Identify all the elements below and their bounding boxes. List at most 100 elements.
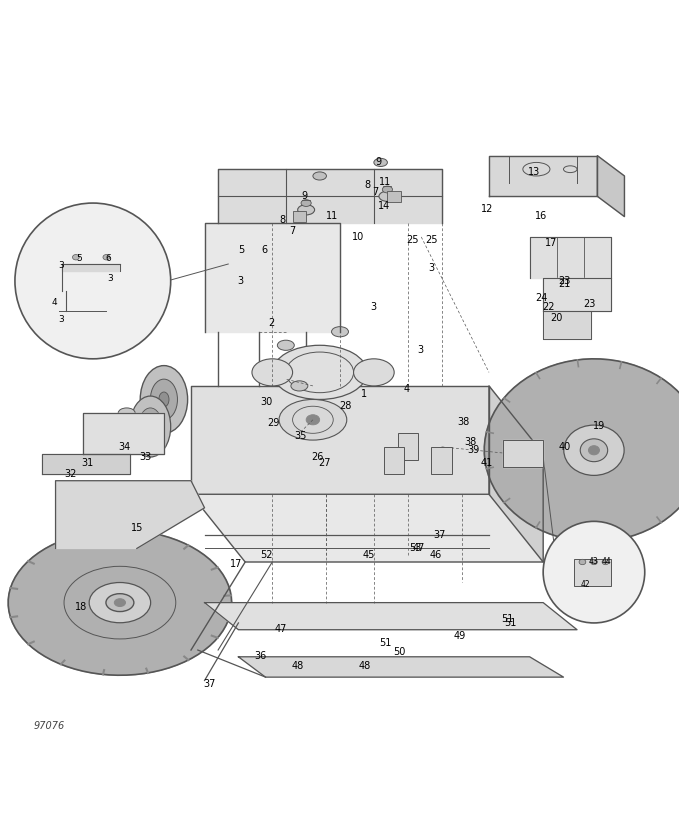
Text: 52: 52 <box>260 549 273 559</box>
Text: 15: 15 <box>131 522 143 532</box>
Text: 25: 25 <box>406 235 419 245</box>
Text: 44: 44 <box>601 557 611 566</box>
Polygon shape <box>597 156 624 218</box>
Text: 20: 20 <box>551 313 563 323</box>
Text: 14: 14 <box>378 201 390 211</box>
Text: 39: 39 <box>467 444 479 454</box>
Text: 19: 19 <box>592 421 605 431</box>
Text: 50: 50 <box>393 647 405 657</box>
Ellipse shape <box>73 256 80 261</box>
Text: 3: 3 <box>237 275 243 285</box>
Text: 7: 7 <box>372 187 378 197</box>
Text: 3: 3 <box>58 261 64 269</box>
Ellipse shape <box>106 594 134 612</box>
Text: 38: 38 <box>457 417 469 427</box>
Polygon shape <box>8 530 232 676</box>
Ellipse shape <box>332 327 348 337</box>
Text: 17: 17 <box>545 238 558 248</box>
Ellipse shape <box>379 192 396 202</box>
Ellipse shape <box>313 173 326 181</box>
Text: 3: 3 <box>417 344 423 354</box>
Text: 12: 12 <box>481 204 493 214</box>
Text: 46: 46 <box>430 549 442 559</box>
Ellipse shape <box>150 380 177 420</box>
Text: 3: 3 <box>58 314 64 323</box>
Text: 18: 18 <box>75 601 88 611</box>
Text: 23: 23 <box>559 275 571 285</box>
Polygon shape <box>239 657 564 677</box>
Ellipse shape <box>139 409 163 446</box>
Text: 6: 6 <box>105 253 112 262</box>
Text: 13: 13 <box>528 166 541 176</box>
Ellipse shape <box>279 400 347 441</box>
Text: 16: 16 <box>535 211 547 221</box>
Bar <box>384 447 405 475</box>
Text: 8: 8 <box>364 180 370 190</box>
Text: 9: 9 <box>375 157 381 167</box>
Text: 28: 28 <box>339 400 352 410</box>
Text: 51: 51 <box>379 637 392 647</box>
Bar <box>388 192 401 203</box>
Polygon shape <box>205 603 577 630</box>
Bar <box>292 212 306 222</box>
Text: 7: 7 <box>290 226 296 236</box>
Polygon shape <box>42 454 130 475</box>
Polygon shape <box>543 312 590 339</box>
Text: 51: 51 <box>501 614 513 624</box>
Ellipse shape <box>272 346 367 400</box>
Text: 9: 9 <box>301 191 307 201</box>
Polygon shape <box>191 495 543 562</box>
Circle shape <box>543 522 645 624</box>
Text: 8: 8 <box>279 214 286 224</box>
Text: 42: 42 <box>580 580 590 589</box>
Ellipse shape <box>89 583 151 623</box>
Polygon shape <box>543 278 611 312</box>
Polygon shape <box>503 441 543 467</box>
Ellipse shape <box>114 599 126 607</box>
Text: 3: 3 <box>107 274 113 283</box>
Text: 4: 4 <box>52 298 57 306</box>
Text: 25: 25 <box>425 235 438 245</box>
Polygon shape <box>83 414 164 454</box>
Text: 26: 26 <box>311 451 324 461</box>
Text: 38: 38 <box>464 437 476 447</box>
Text: 51: 51 <box>505 617 517 627</box>
Ellipse shape <box>277 341 294 351</box>
Ellipse shape <box>590 560 597 565</box>
Text: 2: 2 <box>268 318 274 327</box>
Polygon shape <box>63 265 120 271</box>
Text: 40: 40 <box>559 441 571 451</box>
Circle shape <box>15 203 171 360</box>
Text: 17: 17 <box>231 559 243 569</box>
Ellipse shape <box>374 159 388 167</box>
Text: 10: 10 <box>352 232 364 241</box>
Ellipse shape <box>588 446 600 456</box>
Text: 27: 27 <box>318 458 330 468</box>
Text: 11: 11 <box>379 177 392 187</box>
Text: 47: 47 <box>413 543 426 552</box>
Text: 34: 34 <box>118 441 131 451</box>
Polygon shape <box>205 224 340 332</box>
Text: 43: 43 <box>589 557 599 566</box>
Bar <box>398 434 418 461</box>
Text: 47: 47 <box>274 624 286 633</box>
Text: 32: 32 <box>65 468 77 478</box>
Text: 3: 3 <box>428 263 435 273</box>
Text: 5: 5 <box>239 245 245 255</box>
Ellipse shape <box>159 393 169 408</box>
Ellipse shape <box>252 360 292 386</box>
Text: 23: 23 <box>583 299 596 309</box>
Ellipse shape <box>354 360 394 386</box>
Text: 6: 6 <box>261 245 267 255</box>
Polygon shape <box>56 481 205 549</box>
Text: 21: 21 <box>559 279 571 289</box>
Bar <box>574 559 611 586</box>
Ellipse shape <box>382 187 392 194</box>
Ellipse shape <box>579 560 586 565</box>
Text: 5: 5 <box>76 253 82 262</box>
Ellipse shape <box>301 200 311 208</box>
Text: 37: 37 <box>203 677 216 688</box>
Text: 29: 29 <box>267 418 279 428</box>
Ellipse shape <box>580 439 608 462</box>
Ellipse shape <box>291 381 308 391</box>
